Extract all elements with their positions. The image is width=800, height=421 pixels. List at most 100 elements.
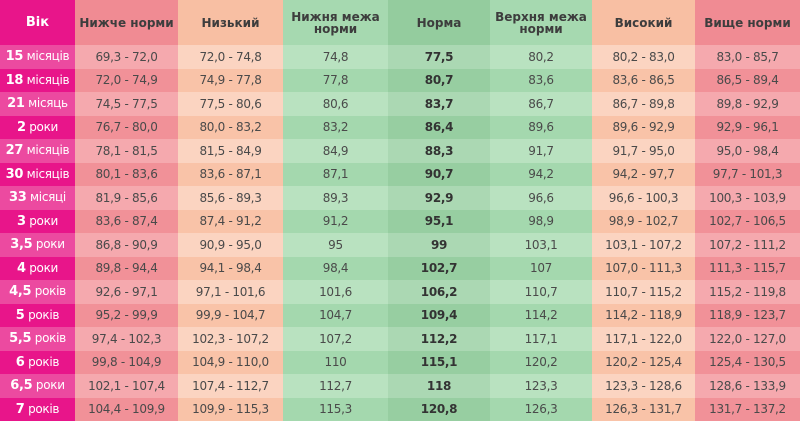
- above-norm-cell: 95,0 - 98,4: [695, 139, 800, 163]
- above-norm-cell: 107,2 - 111,2: [695, 233, 800, 257]
- age-cell: 7 років: [0, 398, 75, 421]
- high-cell: 89,6 - 92,9: [592, 116, 695, 140]
- lower-bound-cell: 101,6: [283, 280, 388, 304]
- age-number: 33: [9, 190, 27, 205]
- age-number: 6,5: [10, 378, 32, 393]
- norm-cell: 83,7: [388, 92, 490, 116]
- age-cell: 4 роки: [0, 257, 75, 281]
- upper-bound-cell: 107: [490, 257, 592, 281]
- lower-bound-cell: 115,3: [283, 398, 388, 421]
- high-cell: 80,2 - 83,0: [592, 45, 695, 69]
- lower-bound-cell: 83,2: [283, 116, 388, 140]
- above-norm-cell: 115,2 - 119,8: [695, 280, 800, 304]
- low-cell: 102,3 - 107,2: [178, 327, 283, 351]
- norm-cell: 77,5: [388, 45, 490, 69]
- age-number: 6: [16, 355, 25, 370]
- lower-bound-cell: 87,1: [283, 163, 388, 187]
- norm-cell: 86,4: [388, 116, 490, 140]
- upper-bound-cell: 103,1: [490, 233, 592, 257]
- upper-bound-cell: 114,2: [490, 304, 592, 328]
- below-norm-cell: 78,1 - 81,5: [75, 139, 178, 163]
- below-norm-cell: 76,7 - 80,0: [75, 116, 178, 140]
- header-above-norm: Вище норми: [695, 0, 800, 45]
- upper-bound-cell: 123,3: [490, 374, 592, 398]
- age-number: 21: [7, 96, 25, 111]
- age-number: 3,5: [10, 237, 32, 252]
- high-cell: 98,9 - 102,7: [592, 210, 695, 234]
- below-norm-cell: 97,4 - 102,3: [75, 327, 178, 351]
- norm-cell: 120,8: [388, 398, 490, 421]
- below-norm-cell: 81,9 - 85,6: [75, 186, 178, 210]
- above-norm-cell: 100,3 - 103,9: [695, 186, 800, 210]
- above-norm-cell: 97,7 - 101,3: [695, 163, 800, 187]
- below-norm-cell: 104,4 - 109,9: [75, 398, 178, 421]
- low-cell: 80,0 - 83,2: [178, 116, 283, 140]
- age-unit: місяців: [27, 143, 70, 157]
- above-norm-cell: 111,3 - 115,7: [695, 257, 800, 281]
- age-unit: років: [35, 331, 66, 345]
- age-cell: 15 місяців: [0, 45, 75, 69]
- lower-bound-cell: 80,6: [283, 92, 388, 116]
- age-unit: роки: [29, 120, 58, 134]
- lower-bound-cell: 104,7: [283, 304, 388, 328]
- norm-cell: 112,2: [388, 327, 490, 351]
- header-row: Вік Нижче норми Низький Нижня межа норми…: [0, 0, 800, 45]
- high-cell: 114,2 - 118,9: [592, 304, 695, 328]
- age-cell: 6 років: [0, 351, 75, 375]
- high-cell: 91,7 - 95,0: [592, 139, 695, 163]
- norm-cell: 102,7: [388, 257, 490, 281]
- upper-bound-cell: 110,7: [490, 280, 592, 304]
- high-cell: 117,1 - 122,0: [592, 327, 695, 351]
- norm-cell: 95,1: [388, 210, 490, 234]
- age-cell: 5 років: [0, 304, 75, 328]
- upper-bound-cell: 117,1: [490, 327, 592, 351]
- upper-bound-cell: 89,6: [490, 116, 592, 140]
- norm-cell: 106,2: [388, 280, 490, 304]
- lower-bound-cell: 89,3: [283, 186, 388, 210]
- age-cell: 21 місяць: [0, 92, 75, 116]
- norm-cell: 118: [388, 374, 490, 398]
- age-number: 5: [16, 308, 25, 323]
- above-norm-cell: 83,0 - 85,7: [695, 45, 800, 69]
- low-cell: 74,9 - 77,8: [178, 69, 283, 93]
- norm-cell: 109,4: [388, 304, 490, 328]
- header-high: Високий: [592, 0, 695, 45]
- above-norm-cell: 125,4 - 130,5: [695, 351, 800, 375]
- low-cell: 104,9 - 110,0: [178, 351, 283, 375]
- age-number: 2: [17, 120, 26, 135]
- age-unit: роки: [36, 237, 65, 251]
- norm-cell: 88,3: [388, 139, 490, 163]
- high-cell: 103,1 - 107,2: [592, 233, 695, 257]
- low-cell: 72,0 - 74,8: [178, 45, 283, 69]
- upper-bound-cell: 120,2: [490, 351, 592, 375]
- age-cell: 33 місяці: [0, 186, 75, 210]
- lower-bound-cell: 74,8: [283, 45, 388, 69]
- upper-bound-cell: 83,6: [490, 69, 592, 93]
- below-norm-cell: 80,1 - 83,6: [75, 163, 178, 187]
- age-number: 27: [6, 143, 24, 158]
- header-age: Вік: [0, 0, 75, 45]
- norm-cell: 92,9: [388, 186, 490, 210]
- below-norm-cell: 99,8 - 104,9: [75, 351, 178, 375]
- age-cell: 6,5 роки: [0, 374, 75, 398]
- below-norm-cell: 74,5 - 77,5: [75, 92, 178, 116]
- above-norm-cell: 102,7 - 106,5: [695, 210, 800, 234]
- high-cell: 94,2 - 97,7: [592, 163, 695, 187]
- header-upper-bound: Верхня межа норми: [490, 0, 592, 45]
- age-unit: роки: [36, 378, 65, 392]
- age-unit: місяць: [28, 96, 68, 110]
- upper-bound-cell: 80,2: [490, 45, 592, 69]
- low-cell: 109,9 - 115,3: [178, 398, 283, 421]
- high-cell: 126,3 - 131,7: [592, 398, 695, 421]
- norm-cell: 90,7: [388, 163, 490, 187]
